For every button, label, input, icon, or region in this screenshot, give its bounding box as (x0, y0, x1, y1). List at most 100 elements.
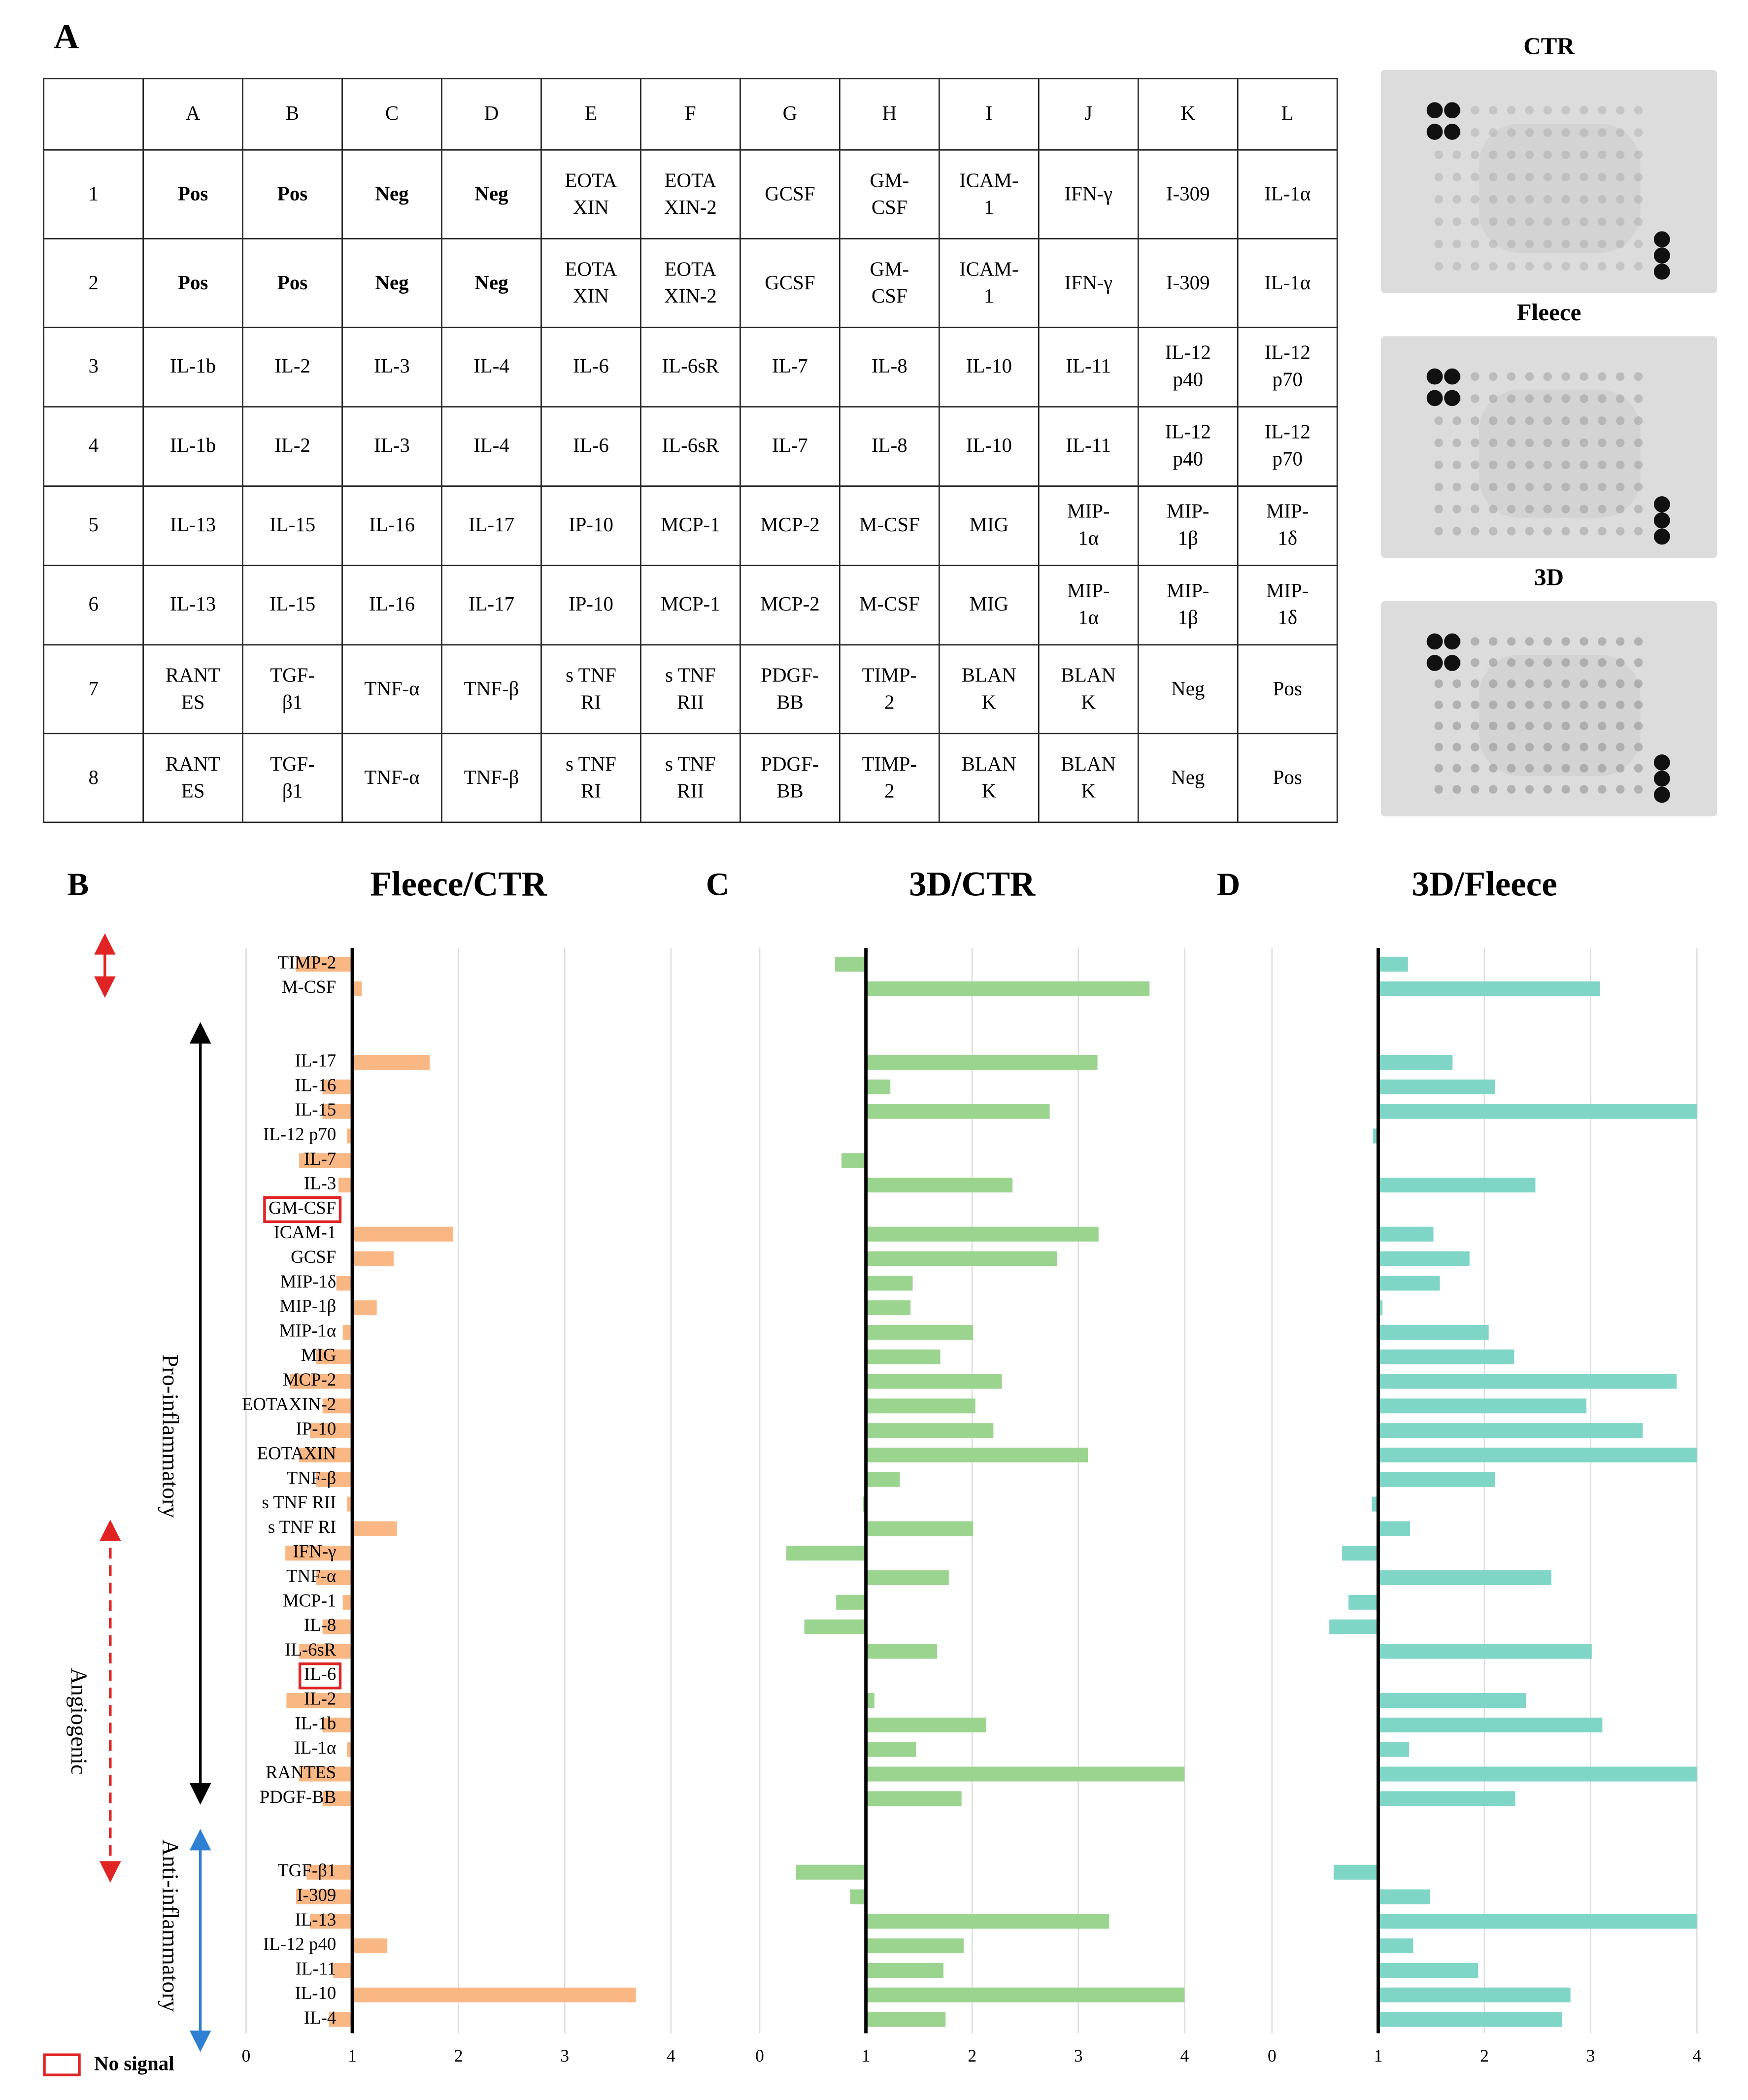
blot-spot (1471, 658, 1479, 667)
bar (866, 1766, 1185, 1782)
blot-spot (1489, 460, 1498, 470)
blot-spot (1598, 658, 1607, 667)
blot-spot (1507, 172, 1516, 182)
blot-spot (1634, 239, 1643, 248)
blot-spot (1507, 394, 1516, 403)
blot-spot (1580, 505, 1588, 513)
blot-spot (1444, 124, 1460, 140)
bar (866, 1300, 911, 1316)
table-cell: MIP- 1α (1038, 565, 1139, 646)
bar (1378, 1300, 1383, 1316)
group-label: Pro-inflammatory (158, 1355, 183, 1518)
category-label: IL-12 p70 (263, 1124, 336, 1144)
table-cell: MIG (938, 565, 1040, 646)
blot-spot (1489, 700, 1498, 710)
panel-label: B (67, 867, 89, 902)
blot-spot (1580, 394, 1588, 403)
blot-spot (1598, 460, 1607, 470)
bar (316, 1570, 353, 1586)
blot-spot (1507, 482, 1516, 492)
blot-spot (1489, 128, 1498, 137)
table-cell: EOTA XIN-2 (640, 149, 741, 239)
category-label: MCP-1 (283, 1590, 336, 1610)
blot-spot (1525, 679, 1534, 688)
blot-spot (1634, 416, 1643, 425)
bar (309, 1914, 353, 1929)
blot-spot (1561, 372, 1570, 381)
table-cell: MIP- 1α (1038, 485, 1139, 566)
blot-spot (1471, 438, 1479, 447)
table-cell: GCSF (740, 238, 840, 328)
bar (1378, 1742, 1409, 1757)
table-cell: IL-1α (1237, 149, 1338, 239)
blot-spot (1489, 527, 1498, 536)
table-cell: IL-4 (441, 406, 542, 487)
no-signal-box (263, 1196, 342, 1223)
table-cell: M-CSF (839, 485, 940, 566)
bar (306, 1864, 353, 1880)
bar (316, 1472, 353, 1487)
bar (1378, 1717, 1603, 1732)
table-row: 8 RANT ES TGF- β1 TNF-α TNF-β s TNF RI s TNF R… (43, 733, 1338, 823)
table-cell: MCP-2 (740, 485, 840, 566)
bar (850, 1889, 866, 1904)
blot-spot (1525, 637, 1534, 646)
bar (804, 1619, 866, 1634)
bar (1378, 1079, 1495, 1094)
bar (1378, 2012, 1562, 2027)
bar (338, 1178, 353, 1193)
bar (347, 1128, 353, 1144)
bar (289, 1374, 353, 1389)
bar (342, 1594, 353, 1610)
blot-spot (1598, 239, 1607, 248)
bar (866, 981, 1150, 996)
blot-spot (1561, 743, 1570, 751)
bar (1378, 1276, 1440, 1291)
blot-spot (1598, 217, 1607, 226)
blot-spot (1489, 262, 1498, 271)
blot-spot (1471, 172, 1479, 182)
row-header: 5 (43, 485, 144, 566)
blot-spot (1471, 372, 1479, 381)
blot-spot (1598, 637, 1607, 646)
column-header: L (1237, 78, 1338, 151)
blot-spot (1615, 262, 1625, 271)
bar (786, 1546, 866, 1561)
bar (1378, 1472, 1495, 1487)
table-cell: IL-7 (740, 327, 840, 407)
blot-spot (1525, 721, 1534, 731)
bar (836, 1594, 866, 1610)
blot-spot (1452, 721, 1461, 731)
blot-spot (1615, 721, 1625, 731)
bar (866, 1987, 1185, 2002)
blot-spot (1434, 460, 1443, 470)
blot-spot (1561, 700, 1570, 710)
table-cell: s TNF RII (640, 644, 741, 735)
blot-spot (1580, 460, 1588, 470)
blot-spot (1507, 150, 1516, 159)
blot-spot (1525, 785, 1534, 794)
blot-spot (1543, 482, 1552, 492)
row-header: 4 (43, 406, 144, 487)
bar (866, 2012, 946, 2027)
category-label: IL-12 p40 (263, 1934, 336, 1954)
row-header: 3 (43, 327, 144, 407)
bar (1378, 1987, 1571, 2002)
blot-spot (1653, 247, 1670, 264)
table-cell: IL-6 (540, 327, 641, 407)
blot-spot (1471, 764, 1479, 773)
blot-spot (1507, 527, 1516, 536)
blot-spot (1634, 637, 1643, 646)
blot-spot (1434, 700, 1443, 710)
bar (1373, 1128, 1378, 1144)
blot-spot (1471, 262, 1479, 271)
blot-spot (1434, 262, 1443, 271)
table-cell: Neg (1137, 644, 1239, 735)
table-cell: Pos (142, 238, 243, 328)
table-cell: IL-16 (341, 565, 442, 646)
blot-spot (1525, 239, 1534, 248)
blot-spot (1525, 394, 1534, 403)
blot-spot (1525, 106, 1534, 115)
category-label: MIP-1β (279, 1296, 336, 1316)
